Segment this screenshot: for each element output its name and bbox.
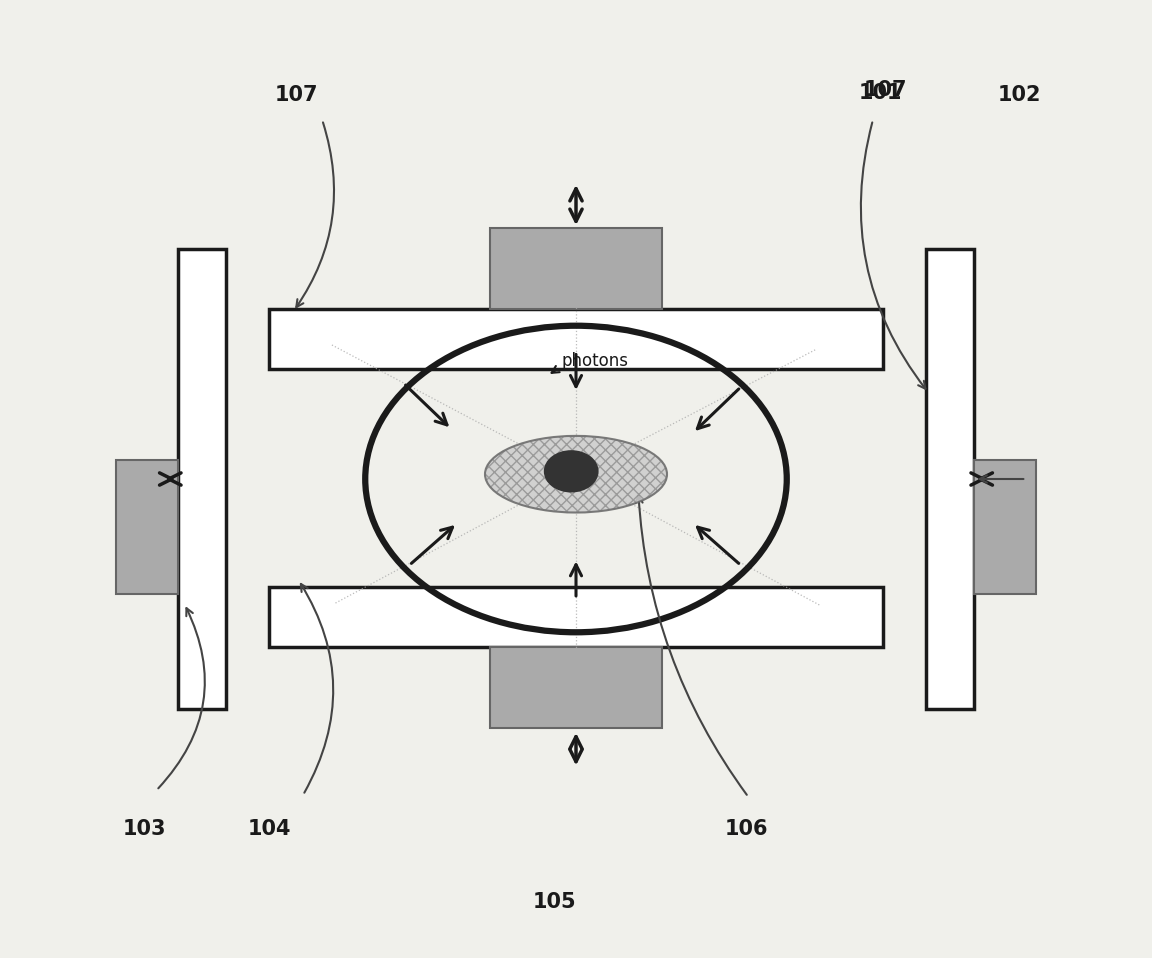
Bar	[926, 249, 973, 709]
Text: 107: 107	[274, 84, 318, 104]
Text: 105: 105	[533, 892, 576, 912]
Bar	[179, 249, 226, 709]
Text: photons: photons	[562, 352, 629, 370]
Text: 106: 106	[725, 819, 768, 839]
Text: 104: 104	[248, 819, 291, 839]
Bar	[490, 647, 662, 728]
Bar	[973, 460, 1036, 594]
Text: 101: 101	[858, 82, 902, 103]
Bar	[116, 460, 179, 594]
Bar	[270, 587, 882, 647]
Text: 107: 107	[863, 80, 907, 100]
Ellipse shape	[485, 436, 667, 513]
Text: 103: 103	[123, 819, 166, 839]
Text: 102: 102	[998, 84, 1041, 104]
Ellipse shape	[545, 451, 598, 491]
Bar	[270, 309, 882, 369]
Bar	[490, 228, 662, 309]
